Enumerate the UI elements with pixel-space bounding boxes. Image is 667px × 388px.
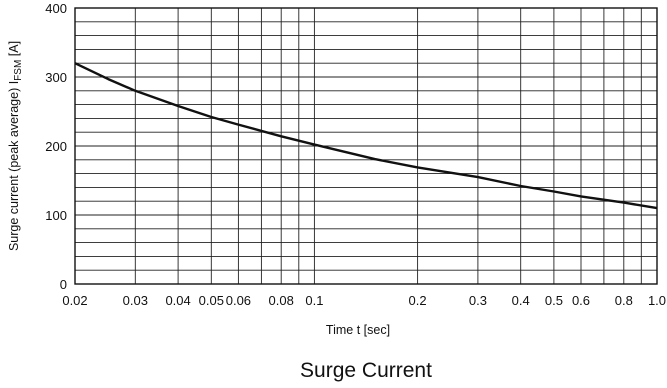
y-tick-label: 300 <box>45 70 67 85</box>
grid-layer <box>74 7 658 285</box>
y-tick-label: 0 <box>60 277 67 292</box>
y-axis-label-unit: [A] <box>7 41 21 60</box>
x-tick-label: 0.03 <box>123 293 148 308</box>
plot-area-frame <box>74 7 658 285</box>
x-tick-label: 0.04 <box>165 293 190 308</box>
x-tick-label: 0.6 <box>572 293 590 308</box>
x-tick-label: 0.05 <box>199 293 224 308</box>
y-axis-label-subscript: FSM <box>13 60 24 81</box>
y-tick-labels: 0 100 200 300 400 <box>45 1 67 292</box>
x-tick-labels: 0.02 0.03 0.04 0.05 0.06 0.08 0.1 0.2 0.3 0.4 0.5 0… <box>62 293 666 308</box>
chart-title: Surge Current <box>300 359 432 382</box>
x-tick-label: 0.2 <box>409 293 427 308</box>
y-tick-label: 400 <box>45 1 67 16</box>
x-tick-label: 0.8 <box>615 293 633 308</box>
x-tick-label: 0.06 <box>226 293 251 308</box>
y-tick-label: 100 <box>45 208 67 223</box>
x-tick-label: 0.3 <box>469 293 487 308</box>
x-tick-label: 0.4 <box>512 293 530 308</box>
x-tick-label: 0.08 <box>269 293 294 308</box>
y-axis-label-main: Surge current (peak average) I <box>7 81 21 251</box>
y-axis-label: Surge current (peak average) IFSM [A] <box>7 41 24 251</box>
x-tick-label: 0.5 <box>545 293 563 308</box>
x-tick-label: 0.1 <box>305 293 323 308</box>
surge-current-curve <box>74 62 658 210</box>
x-tick-label: 1.0 <box>648 293 666 308</box>
y-tick-label: 200 <box>45 139 67 154</box>
x-axis-label: Time t [sec] <box>326 323 390 337</box>
x-tick-label: 0.02 <box>62 293 87 308</box>
